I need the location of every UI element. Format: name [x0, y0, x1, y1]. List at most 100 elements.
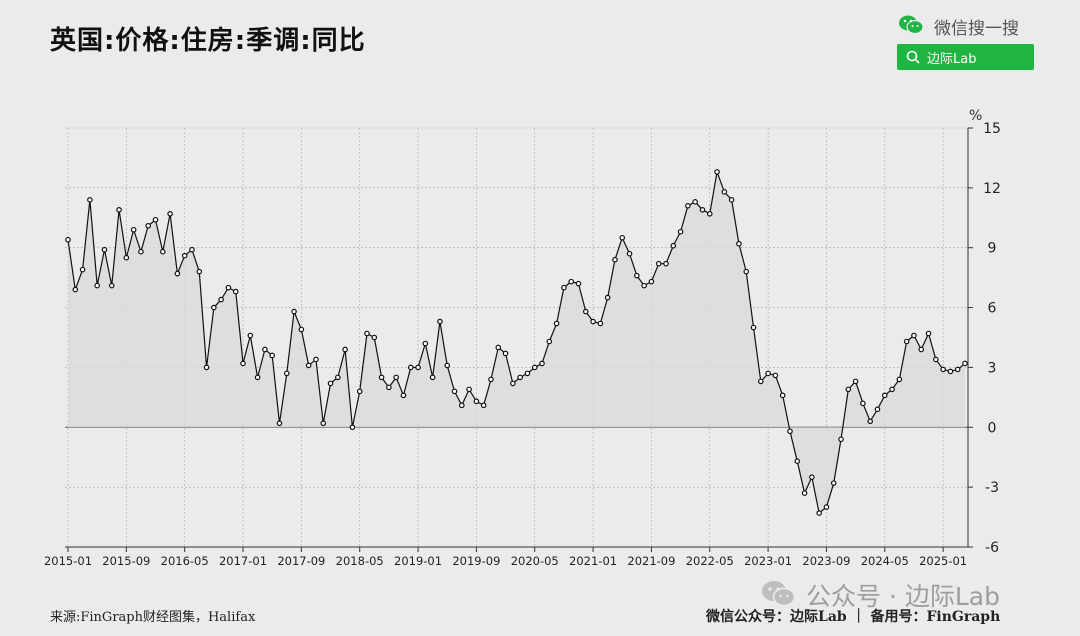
data-point: [648, 278, 655, 285]
data-point: [539, 360, 545, 367]
data-point: [582, 308, 589, 315]
data-point: [480, 402, 487, 409]
data-point: [138, 248, 144, 255]
data-point: [743, 268, 750, 275]
data-point: [87, 197, 93, 203]
data-point: [189, 246, 195, 253]
y-tick-label: 12: [983, 181, 1001, 197]
data-point: [203, 364, 210, 371]
data-point: [458, 402, 465, 409]
data-point: [364, 330, 370, 337]
x-tick-label: 2020-05: [511, 554, 559, 568]
data-point: [889, 386, 895, 393]
data-point: [444, 362, 451, 369]
data-point: [291, 308, 297, 315]
x-tick-label: 2017-09: [277, 554, 325, 568]
data-point: [940, 366, 946, 373]
series-line: [67, 171, 966, 514]
data-point: [160, 248, 166, 255]
data-point: [269, 352, 276, 359]
data-point: [553, 320, 560, 327]
search-button[interactable]: 边际Lab: [897, 44, 1034, 70]
data-point: [852, 378, 859, 385]
data-point: [655, 260, 662, 267]
data-point: [677, 228, 684, 235]
data-point: [714, 169, 720, 175]
data-point: [145, 222, 152, 229]
data-point: [699, 207, 706, 213]
footer-account: 微信公众号：边际Lab ｜ 备用号：FinGraph: [706, 609, 1001, 625]
data-point: [685, 203, 691, 209]
data-point: [575, 280, 582, 287]
data-point: [546, 338, 553, 345]
x-tick-label: 2019-01: [394, 554, 442, 568]
data-point: [787, 428, 793, 435]
wechat-search-label: 微信搜一搜: [934, 19, 1019, 39]
data-point: [386, 384, 392, 391]
data-point: [298, 326, 305, 333]
data-point: [123, 254, 130, 261]
data-point: [305, 362, 312, 369]
x-tick-label: 2021-09: [627, 554, 675, 568]
data-point: [196, 268, 203, 275]
data-point: [488, 376, 494, 383]
data-point: [218, 296, 224, 303]
y-tick-label: -3: [985, 480, 999, 496]
data-point: [933, 356, 939, 363]
data-point: [79, 266, 86, 273]
data-point: [437, 318, 443, 325]
data-point: [626, 250, 633, 257]
x-tick-label: 2019-09: [452, 554, 500, 568]
x-tick-label: 2017-01: [219, 554, 267, 568]
data-point: [422, 340, 429, 347]
data-point: [947, 368, 954, 375]
data-point: [407, 364, 414, 371]
x-tick-label: 2024-05: [861, 554, 909, 568]
data-point: [845, 386, 852, 393]
x-tick-label: 2023-09: [802, 554, 850, 568]
data-point: [181, 252, 188, 259]
data-point: [590, 318, 596, 325]
data-point: [254, 374, 261, 381]
data-point: [706, 211, 713, 217]
data-point: [911, 332, 917, 339]
data-point: [174, 270, 181, 277]
data-point: [809, 474, 815, 480]
y-tick-label: -6: [985, 540, 999, 556]
data-point: [881, 392, 888, 399]
data-point: [561, 284, 567, 291]
data-point: [692, 199, 698, 205]
data-point: [393, 374, 399, 381]
data-point: [765, 370, 771, 377]
data-point: [531, 364, 538, 371]
data-point: [757, 378, 764, 385]
data-point: [473, 398, 480, 405]
data-point: [728, 197, 735, 203]
data-point: [327, 380, 334, 387]
data-point: [612, 256, 618, 263]
x-tick-label: 2015-09: [102, 554, 150, 568]
y-tick-label: 9: [988, 241, 997, 257]
data-point: [130, 226, 137, 233]
data-point: [65, 236, 71, 243]
watermark-wechat-icon: [762, 581, 796, 607]
x-tick-label: 2021-01: [569, 554, 617, 568]
data-point: [415, 364, 421, 371]
data-point: [502, 350, 509, 357]
data-point: [262, 346, 268, 353]
data-point: [867, 418, 874, 425]
series-area: [68, 171, 965, 514]
data-point: [240, 360, 246, 367]
data-point: [108, 282, 115, 289]
data-point: [721, 189, 728, 195]
data-point: [429, 374, 436, 381]
data-point: [524, 370, 531, 377]
data-point: [232, 288, 239, 295]
x-tick-label: 2018-05: [336, 554, 384, 568]
data-point: [371, 334, 378, 341]
data-point: [451, 388, 458, 395]
data-point: [378, 374, 385, 381]
data-point: [495, 344, 502, 351]
y-tick-label: 6: [988, 301, 997, 317]
